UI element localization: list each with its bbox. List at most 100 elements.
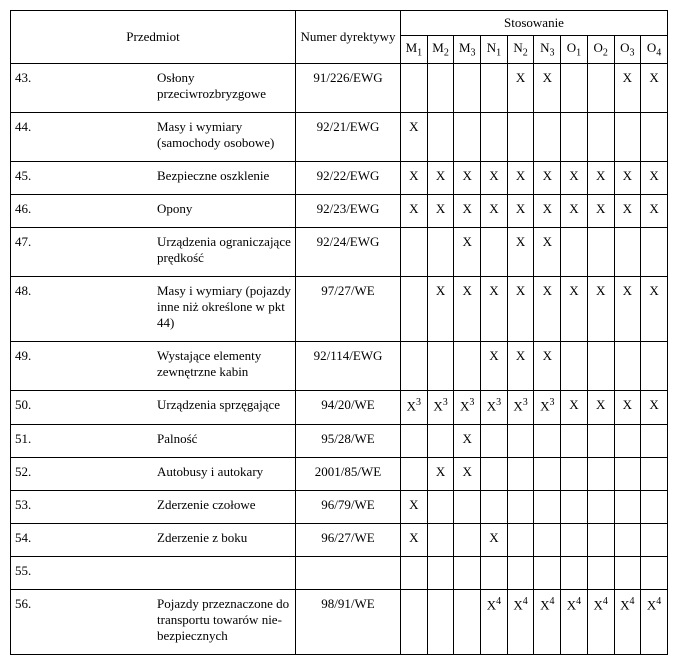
row-subject: Zderzenie z boku [153,523,296,556]
app-cell: X [614,161,641,194]
row-subject: Wystające elementy zewnętrzne kabin [153,341,296,390]
app-cell [561,227,588,276]
app-cell [561,63,588,112]
app-cell: X4 [534,589,561,654]
app-cell [614,341,641,390]
app-cell: X [454,424,481,457]
app-cell [534,112,561,161]
header-przedmiot: Przedmiot [11,11,296,64]
app-cell [427,341,454,390]
row-subject: Urządzenia ograniczające prędkość [153,227,296,276]
row-subject: Bezpieczne oszklenie [153,161,296,194]
app-cell: X [507,161,534,194]
row-directive: 92/22/EWG [296,161,401,194]
app-cell [561,523,588,556]
header-col-O4: O4 [641,36,668,64]
row-directive: 92/21/EWG [296,112,401,161]
app-cell: X [561,276,588,341]
row-subject: Pojazdy przeznaczone do transportu towar… [153,589,296,654]
row-subject: Osłony przeciwrozbryzgowe [153,63,296,112]
app-cell: X4 [641,589,668,654]
row-subject: Zderzenie czołowe [153,490,296,523]
row-directive: 97/27/WE [296,276,401,341]
app-cell [454,341,481,390]
row-number: 52. [11,457,154,490]
app-cell: X [401,523,428,556]
app-cell [587,523,614,556]
app-cell: X [561,194,588,227]
header-col-M3: M3 [454,36,481,64]
app-cell [454,589,481,654]
table-row: 48.Masy i wymiary (pojazdy inne niż okre… [11,276,668,341]
row-subject: Palność [153,424,296,457]
app-cell: X [641,161,668,194]
app-cell: X [401,112,428,161]
row-directive: 92/24/EWG [296,227,401,276]
app-cell [454,556,481,589]
app-cell [401,424,428,457]
app-cell: X [454,161,481,194]
row-directive: 95/28/WE [296,424,401,457]
table-row: 44.Masy i wymiary (samochody osobowe)92/… [11,112,668,161]
app-cell [641,341,668,390]
app-cell [401,276,428,341]
app-cell [641,490,668,523]
app-cell [427,112,454,161]
app-cell: X [507,276,534,341]
row-subject: Urządzenia sprzęgające [153,390,296,424]
app-cell [641,112,668,161]
header-col-N1: N1 [481,36,508,64]
app-cell: X [614,276,641,341]
app-cell: X [561,161,588,194]
app-cell [587,341,614,390]
app-cell: X [401,194,428,227]
app-cell: X [427,276,454,341]
app-cell [401,63,428,112]
app-cell [561,490,588,523]
app-cell: X [561,390,588,424]
header-col-M1: M1 [401,36,428,64]
header-col-N2: N2 [507,36,534,64]
app-cell [454,523,481,556]
row-directive: 2001/85/WE [296,457,401,490]
app-cell [401,227,428,276]
table-row: 51.Palność95/28/WE X [11,424,668,457]
app-cell [561,341,588,390]
app-cell: X [641,276,668,341]
app-cell [587,556,614,589]
app-cell: X [507,63,534,112]
app-cell: X [454,276,481,341]
app-cell [561,556,588,589]
app-cell: X [401,490,428,523]
app-cell [427,424,454,457]
header-col-O2: O2 [587,36,614,64]
row-number: 45. [11,161,154,194]
row-directive: 92/114/EWG [296,341,401,390]
app-cell [614,556,641,589]
app-cell [401,457,428,490]
app-cell [561,112,588,161]
table-row: 43.Osłony przeciwrozbryzgowe91/226/EWG X… [11,63,668,112]
app-cell [454,490,481,523]
app-cell: X [454,227,481,276]
row-subject: Autobusy i autokary [153,457,296,490]
row-number: 44. [11,112,154,161]
header-col-O1: O1 [561,36,588,64]
app-cell: X3 [481,390,508,424]
app-cell [587,424,614,457]
app-cell [427,523,454,556]
app-cell: X4 [481,589,508,654]
app-cell [507,556,534,589]
table-row: 56.Pojazdy przeznaczone do transportu to… [11,589,668,654]
table-header: Przedmiot Numer dyrek­tywy Stosowanie M1… [11,11,668,64]
app-cell: X3 [427,390,454,424]
app-cell [641,556,668,589]
app-cell: X3 [534,390,561,424]
header-stosowanie: Stosowanie [401,11,668,36]
app-cell [641,424,668,457]
row-number: 55. [11,556,154,589]
header-col-M2: M2 [427,36,454,64]
row-number: 53. [11,490,154,523]
app-cell [507,424,534,457]
app-cell: X [587,194,614,227]
